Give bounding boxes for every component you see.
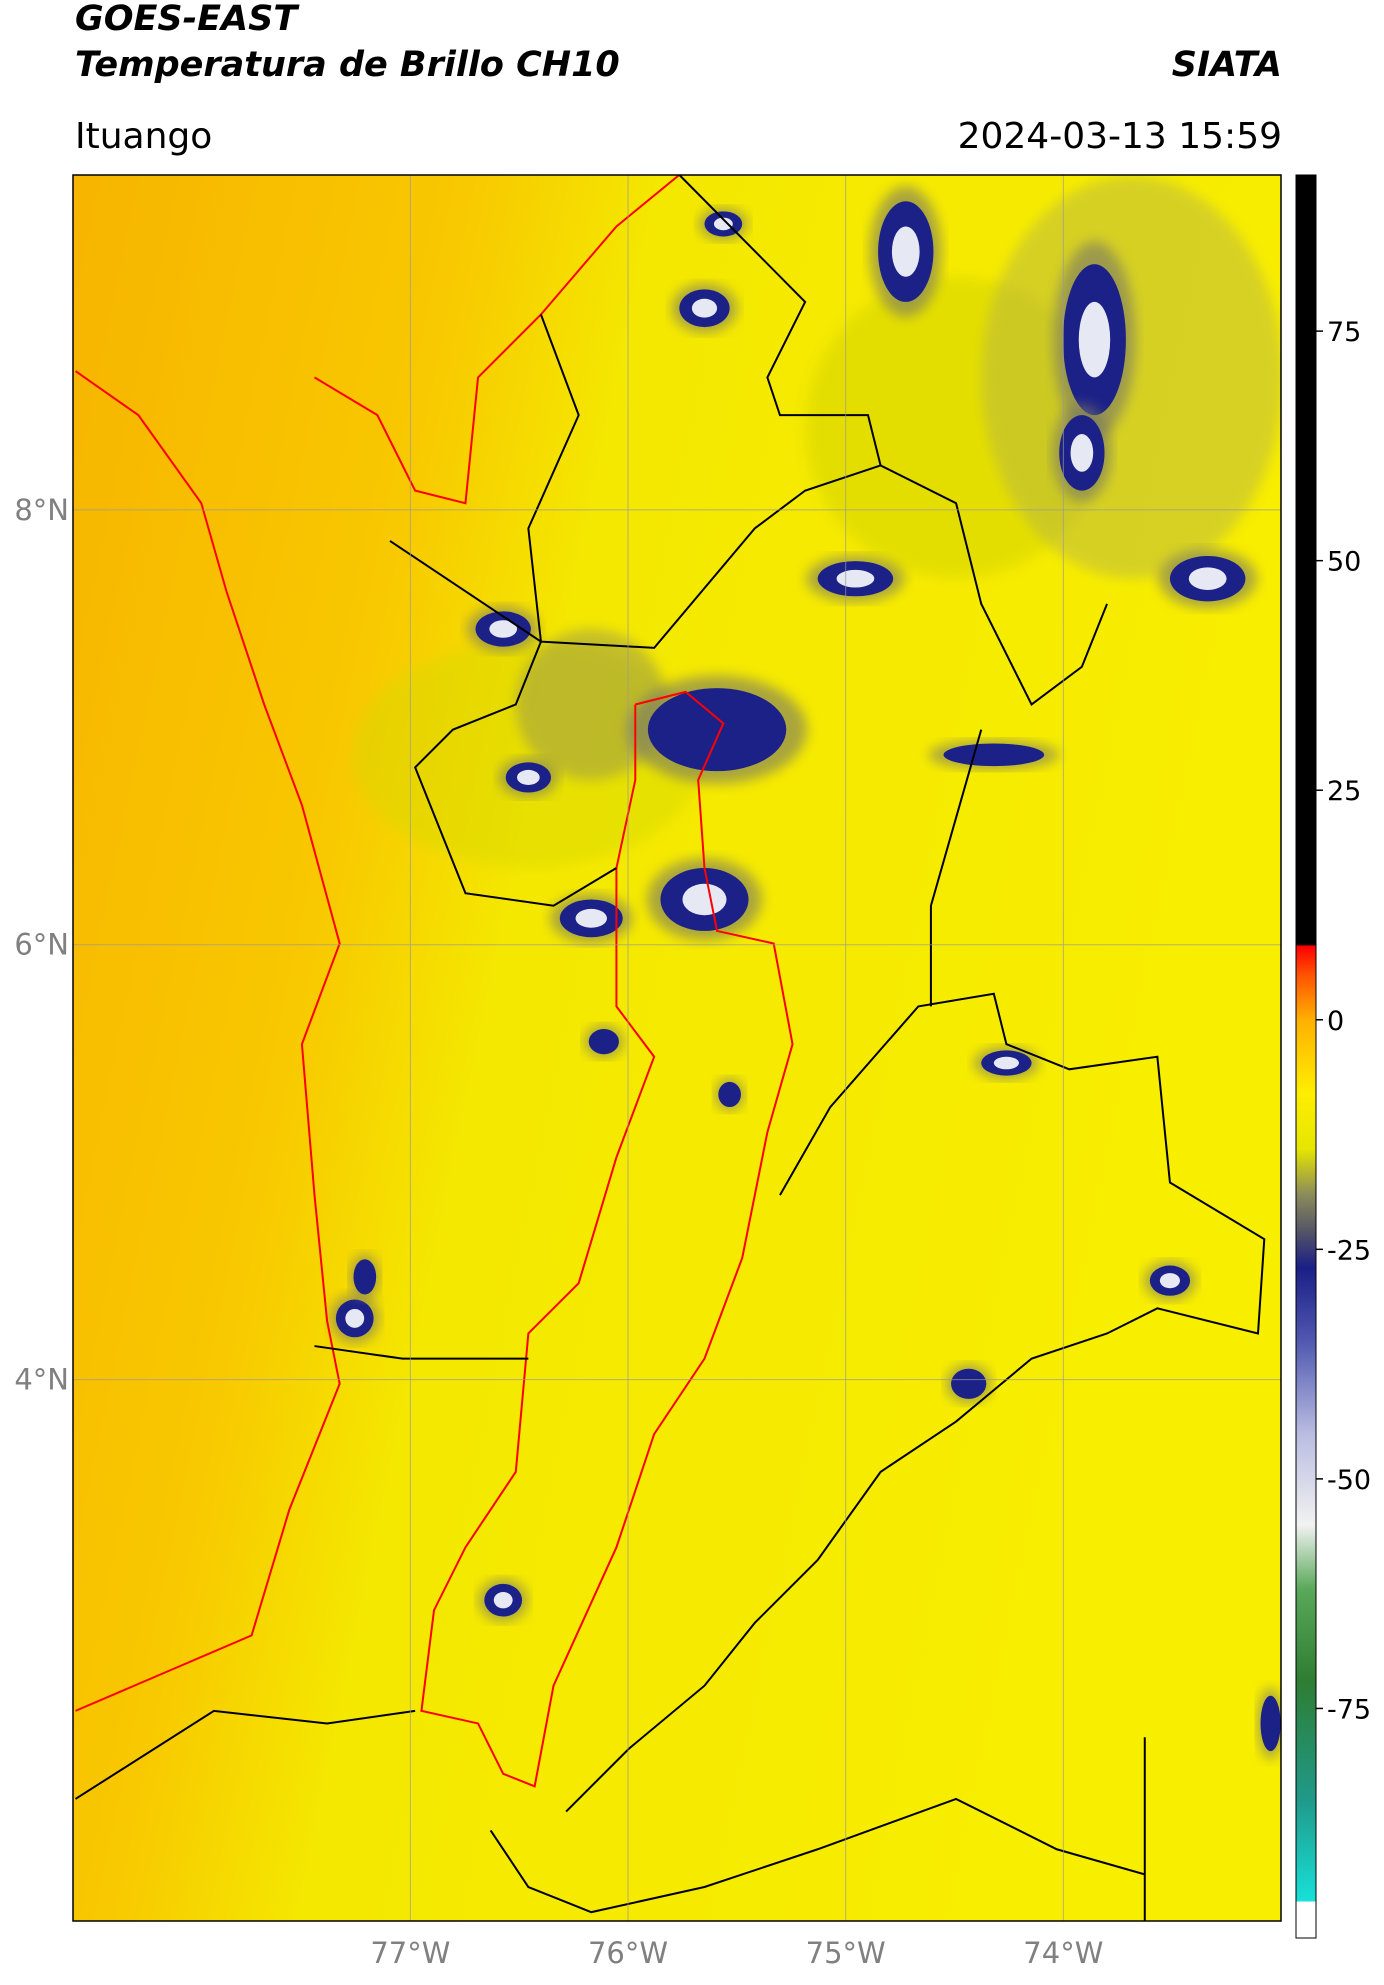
border xyxy=(314,1345,529,1360)
y-tick-label: 4°N xyxy=(14,1363,69,1397)
cloud-core xyxy=(1078,301,1111,378)
cloud-core xyxy=(682,883,727,916)
grid xyxy=(73,175,1281,1921)
border xyxy=(489,1797,1146,1914)
borders xyxy=(74,175,1266,1921)
location: Ituango xyxy=(75,116,212,157)
map-frame xyxy=(72,174,1282,1922)
border xyxy=(413,314,617,907)
border xyxy=(929,729,983,1007)
x-tick-label: 77°W xyxy=(370,1936,450,1970)
colorbar-tick-label: -50 xyxy=(1327,1465,1371,1496)
cloud-core xyxy=(691,298,718,318)
cloud xyxy=(353,1259,377,1295)
x-tick-label: 76°W xyxy=(588,1936,668,1970)
cloud-core xyxy=(993,1056,1019,1070)
colorbar-tick-label: 25 xyxy=(1327,776,1361,807)
region-outline xyxy=(420,690,794,1788)
cloud xyxy=(1260,1695,1281,1752)
cloud-core xyxy=(517,769,540,785)
title: GOES-EAST xyxy=(75,0,300,39)
cloud-core xyxy=(345,1308,365,1328)
cloud-core xyxy=(575,908,607,928)
colorbar-tick-label: -75 xyxy=(1327,1694,1371,1725)
cloud xyxy=(951,1368,987,1399)
border xyxy=(678,175,882,466)
colorbar xyxy=(1295,174,1317,1939)
cloud-core xyxy=(713,217,733,231)
cloud xyxy=(718,1081,741,1108)
cloud-field xyxy=(330,176,1281,1760)
x-tick-label: 75°W xyxy=(806,1936,886,1970)
axes: 77°W 76°W 75°W 74°W 8°N 6°N 4°N 75 50 25 0 -25 -50 -7… xyxy=(14,317,1371,1970)
cloud-core xyxy=(1188,567,1227,591)
map xyxy=(73,175,1281,1921)
cloud-core xyxy=(836,569,875,588)
brand: SIATA xyxy=(1172,45,1282,85)
border xyxy=(74,1709,416,1800)
border xyxy=(565,992,1266,1813)
cloud-core xyxy=(1159,1273,1181,1289)
coastline xyxy=(74,370,341,1712)
cloud-core xyxy=(891,226,920,277)
colorbar-tick-label: -25 xyxy=(1327,1235,1371,1266)
x-tick-label: 74°W xyxy=(1023,1936,1103,1970)
y-tick-label: 6°N xyxy=(14,928,69,962)
cloud-core xyxy=(493,1591,513,1609)
datetime: 2024-03-13 15:59 xyxy=(958,116,1282,157)
subtitle: Temperatura de Brillo CH10 xyxy=(75,45,620,85)
cloud xyxy=(943,743,1045,767)
cloud xyxy=(588,1029,619,1055)
y-tick-label: 8°N xyxy=(14,493,69,527)
cloud-core xyxy=(489,620,518,638)
colorbar-tick-label: 0 xyxy=(1327,1006,1344,1037)
colorbar-tick-label: 50 xyxy=(1327,547,1361,578)
cloud xyxy=(647,688,787,772)
coastline xyxy=(313,175,680,505)
cloud-core xyxy=(1070,434,1094,472)
cloud-haze xyxy=(515,629,667,780)
colorbar-tick-label: 75 xyxy=(1327,317,1361,348)
